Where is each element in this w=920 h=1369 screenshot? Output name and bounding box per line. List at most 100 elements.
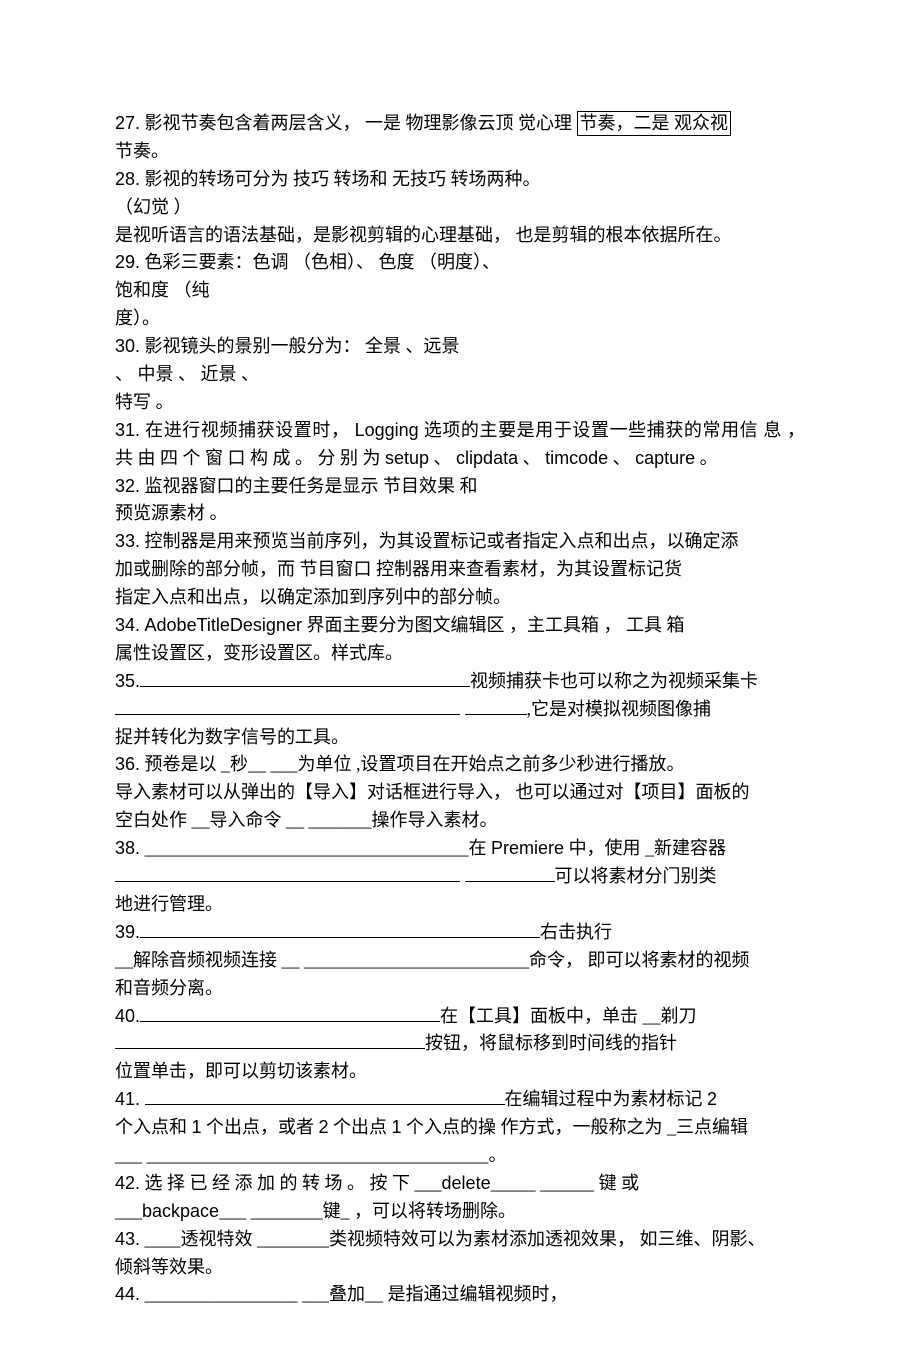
item-30-line3: 特写 。	[115, 389, 805, 417]
item-44-number: 44.	[115, 1284, 140, 1304]
item-41-latin4: 1	[392, 1117, 402, 1137]
item-39-number: 39.	[115, 922, 140, 942]
item-28-text1: 影视的转场可分为 技巧 转场和 无技巧 转场两种。	[140, 169, 541, 189]
item-41-latin2: 1	[192, 1117, 202, 1137]
item-38-line1: 38. ____________________________________…	[115, 835, 805, 863]
item-41-latin3: 2	[319, 1117, 329, 1137]
item-38-line2: 可以将素材分门别类	[115, 863, 805, 891]
item-41-text1: 在编辑过程中为素材标记	[505, 1089, 708, 1109]
item-41-line2: 个入点和 1 个出点，或者 2 个出点 1 个入点的操 作方式，一般称之为 _三…	[115, 1114, 805, 1142]
document-page: 27. 影视节奏包含着两层含义， 一是 物理影像云顶 觉心理 节奏，二是 观众视…	[0, 0, 920, 1369]
item-38-number: 38.	[115, 838, 140, 858]
item-39-line3: 和音频分离。	[115, 975, 805, 1003]
item-34-number: 34.	[115, 615, 140, 635]
item-31-text4: 、	[518, 448, 545, 468]
item-40-number: 40.	[115, 1006, 140, 1026]
item-39-text1: 右击执行	[540, 922, 612, 942]
item-35-number: 35.	[115, 671, 140, 691]
item-35-line3: 捉并转化为数字信号的工具。	[115, 724, 805, 752]
item-30-line1: 30. 影视镜头的景别一般分为： 全景 、远景	[115, 333, 805, 361]
item-29-line2: 饱和度 （纯	[115, 277, 805, 305]
item-31-latin1: Logging	[355, 420, 419, 440]
item-42-latin2: backpace	[142, 1201, 219, 1221]
item-29-text1: 色彩三要素：色调 （色相）、 色度 （明度）、	[140, 252, 500, 272]
item-43-number: 43.	[115, 1229, 140, 1249]
item-32-line1: 32. 监视器窗口的主要任务是显示 节目效果 和	[115, 473, 805, 501]
item-31-latin3: clipdata	[456, 448, 518, 468]
item-28-line3: 是视听语言的语法基础，是影视剪辑的心理基础， 也是剪辑的根本依据所在。	[115, 222, 805, 250]
item-41-line3: ___ ____________________________________…	[115, 1142, 805, 1170]
item-42-line2: ___backpace___ ________键_ ，可以将转场删除。	[115, 1198, 805, 1226]
item-27-boxed-text: 节奏，二是 观众视	[577, 111, 732, 136]
item-36-line3: 空白处作 __导入命令 __ _______操作导入素材。	[115, 807, 805, 835]
item-43-text1: ____透视特效 ________类视频特效可以为素材添加透视效果， 如三维、阴…	[140, 1229, 766, 1249]
item-42-text3: ___	[115, 1201, 142, 1221]
item-40-text2: 按钮，将鼠标移到时间线的指针	[425, 1033, 677, 1053]
item-35-blank1	[140, 668, 470, 687]
item-41-text3: 个出点，或者	[202, 1117, 319, 1137]
item-35-text1: 视频捕获卡也可以称之为视频采集卡	[470, 671, 758, 691]
item-34-latin1: AdobeTitleDesigner	[145, 615, 302, 635]
item-40-text1: 在【工具】面板中，单击 __剃刀	[440, 1006, 697, 1026]
item-42-text1: 选 择 已 经 添 加 的 转 场 。 按 下 ___	[140, 1173, 442, 1193]
item-38-latin1: Premiere	[491, 838, 564, 858]
item-42-latin1: delete	[442, 1173, 491, 1193]
item-29-line1: 29. 色彩三要素：色调 （色相）、 色度 （明度）、	[115, 249, 805, 277]
item-32-number: 32.	[115, 476, 140, 496]
item-30-text1: 影视镜头的景别一般分为： 全景 、远景	[140, 336, 460, 356]
item-33-line1: 33. 控制器是用来预览当前序列，为其设置标记或者指定入点和出点，以确定添	[115, 528, 805, 556]
item-27-text1: 影视节奏包含着两层含义， 一是 物理影像云顶 觉心理	[140, 113, 577, 133]
item-41-number: 41.	[115, 1089, 140, 1109]
item-31-number: 31.	[115, 420, 140, 440]
item-41-text2: 个入点和	[115, 1117, 192, 1137]
item-35-blank2	[115, 696, 460, 715]
item-36-number: 36.	[115, 754, 140, 774]
item-34-text2: 界面主要分为图文编辑区 ，主工具箱 ， 工具 箱	[302, 615, 685, 635]
item-39-blank1	[140, 919, 540, 938]
item-40-blank2	[115, 1030, 425, 1049]
item-38-blank1	[115, 863, 460, 882]
item-33-text1: 控制器是用来预览当前序列，为其设置标记或者指定入点和出点，以确定添	[140, 531, 739, 551]
item-34-line2: 属性设置区，变形设置区。样式库。	[115, 640, 805, 668]
item-41-text5: 个入点的操 作方式，一般称之为 _三点编辑	[402, 1117, 749, 1137]
item-32-line2: 预览源素材 。	[115, 500, 805, 528]
item-40-line2: 按钮，将鼠标移到时间线的指针	[115, 1030, 805, 1058]
item-35-line1: 35. 视频捕获卡也可以称之为视频采集卡	[115, 668, 805, 696]
item-42-text2: _____ ______ 键 或	[491, 1173, 640, 1193]
item-43-line2: 倾斜等效果。	[115, 1254, 805, 1282]
item-31-text5: 、	[608, 448, 635, 468]
item-31-text3: 、	[429, 448, 456, 468]
item-28-line1: 28. 影视的转场可分为 技巧 转场和 无技巧 转场两种。	[115, 166, 805, 194]
item-27-number: 27.	[115, 113, 140, 133]
item-41-latin1: 2	[707, 1089, 717, 1109]
item-38-blank2	[465, 863, 555, 882]
item-40-line3: 位置单击，即可以剪切该素材。	[115, 1058, 805, 1086]
item-30-line2: 、 中景 、 近景 、	[115, 361, 805, 389]
item-42-number: 42.	[115, 1173, 140, 1193]
item-42-text4: ___ ________键_ ，可以将转场删除。	[219, 1201, 516, 1221]
item-42-line1: 42. 选 择 已 经 添 加 的 转 场 。 按 下 ___delete___…	[115, 1170, 805, 1198]
item-33-line2: 加或删除的部分帧，而 节目窗口 控制器用来查看素材，为其设置标记货	[115, 556, 805, 584]
item-41-line1: 41. 在编辑过程中为素材标记 2	[115, 1086, 805, 1114]
item-31-latin2: setup	[385, 448, 429, 468]
item-29-line3: 度）。	[115, 305, 805, 333]
item-40-line1: 40. 在【工具】面板中，单击 __剃刀	[115, 1003, 805, 1031]
item-41-text4: 个出点	[329, 1117, 392, 1137]
item-28-number: 28.	[115, 169, 140, 189]
item-43-line1: 43. ____透视特效 ________类视频特效可以为素材添加透视效果， 如…	[115, 1226, 805, 1254]
item-30-number: 30.	[115, 336, 140, 356]
item-38-text1: ____________________________________在	[140, 838, 491, 858]
item-36-text1: 预卷是以 _秒__ ___为单位 ,设置项目在开始点之前多少秒进行播放。	[140, 754, 685, 774]
item-35-blank3	[465, 696, 527, 715]
item-27-line2: 节奏。	[115, 138, 805, 166]
item-31-latin4: timcode	[545, 448, 608, 468]
item-44-line1: 44. _________________ ___叠加__ 是指通过编辑视频时，	[115, 1281, 805, 1309]
item-27-line1: 27. 影视节奏包含着两层含义， 一是 物理影像云顶 觉心理 节奏，二是 观众视	[115, 110, 805, 138]
item-41-blank1	[145, 1086, 505, 1105]
item-33-number: 33.	[115, 531, 140, 551]
item-31-text6: 。	[695, 448, 718, 468]
item-38-text2: 中，使用 _新建容器	[564, 838, 726, 858]
item-31-text1: 在进行视频捕获设置时，	[140, 420, 355, 440]
item-36-line1: 36. 预卷是以 _秒__ ___为单位 ,设置项目在开始点之前多少秒进行播放。	[115, 751, 805, 779]
item-34-line1: 34. AdobeTitleDesigner 界面主要分为图文编辑区 ，主工具箱…	[115, 612, 805, 640]
